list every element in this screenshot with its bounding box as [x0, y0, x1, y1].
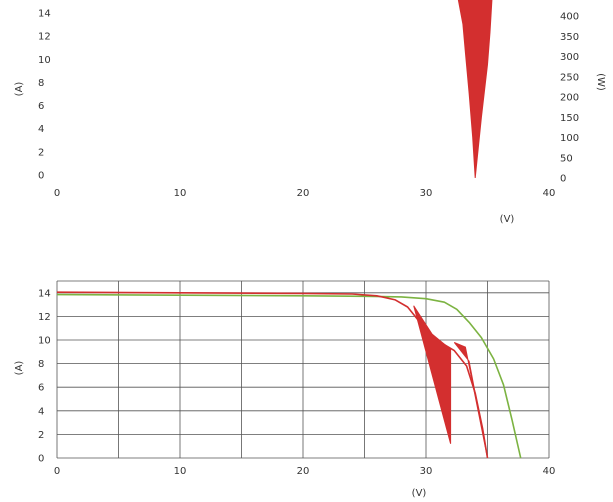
top-y-right-tick-label: 400: [560, 12, 579, 23]
top-y-tick-label: 6: [38, 101, 44, 112]
bottom-y-tick-label: 14: [38, 288, 51, 299]
bottom-y-axis-label: (A): [14, 361, 25, 376]
bottom-x-tick-label: 20: [297, 466, 310, 477]
top-y-right-tick-label: 200: [560, 93, 579, 104]
bottom-y-tick-label: 0: [38, 454, 44, 465]
shaded-region-1: [453, 341, 488, 459]
shaded-region-0: [413, 305, 452, 444]
top-x-tick-label: 30: [420, 188, 433, 199]
top-power-shape-0: [457, 0, 493, 179]
top-x-tick-label: 20: [297, 188, 310, 199]
top-y-tick-label: 4: [38, 124, 44, 135]
bottom-y-tick-label: 8: [38, 359, 44, 370]
top-y-right-tick-label: 150: [560, 113, 579, 124]
iv-curve-0: [56, 293, 522, 459]
top-y-tick-label: 8: [38, 78, 44, 89]
iv-curve-1: [56, 291, 489, 459]
top-y-tick-label: 10: [38, 55, 51, 66]
top-y-right-tick-label: 0: [560, 174, 566, 185]
top-x-axis-label: (V): [500, 214, 515, 225]
top-y-right-axis-label: (W): [595, 73, 606, 91]
top-y-right-tick-label: 350: [560, 32, 579, 43]
top-x-tick-label: 40: [543, 188, 556, 199]
bottom-y-tick-label: 2: [38, 430, 44, 441]
bottom-y-tick-label: 10: [38, 336, 51, 347]
top-x-tick-label: 10: [174, 188, 187, 199]
top-y-right-tick-label: 300: [560, 52, 579, 63]
top-y-tick-label: 2: [38, 147, 44, 158]
top-y-tick-label: 14: [38, 9, 51, 20]
bottom-x-tick-label: 30: [420, 466, 433, 477]
bottom-y-tick-label: 6: [38, 383, 44, 394]
bottom-y-tick-label: 4: [38, 406, 44, 417]
top-y-right-tick-label: 100: [560, 133, 579, 144]
top-y-tick-label: 12: [38, 32, 51, 43]
top-y-tick-label: 0: [38, 171, 44, 182]
top-y-axis-label: (A): [14, 82, 25, 97]
top-y-right-tick-label: 50: [560, 153, 573, 164]
bottom-x-axis-label: (V): [412, 488, 427, 499]
bottom-y-tick-label: 12: [38, 312, 51, 323]
top-y-right-tick-label: 250: [560, 72, 579, 83]
bottom-x-tick-label: 40: [543, 466, 556, 477]
bottom-x-tick-label: 0: [54, 466, 60, 477]
top-x-tick-label: 0: [54, 188, 60, 199]
bottom-x-tick-label: 10: [174, 466, 187, 477]
